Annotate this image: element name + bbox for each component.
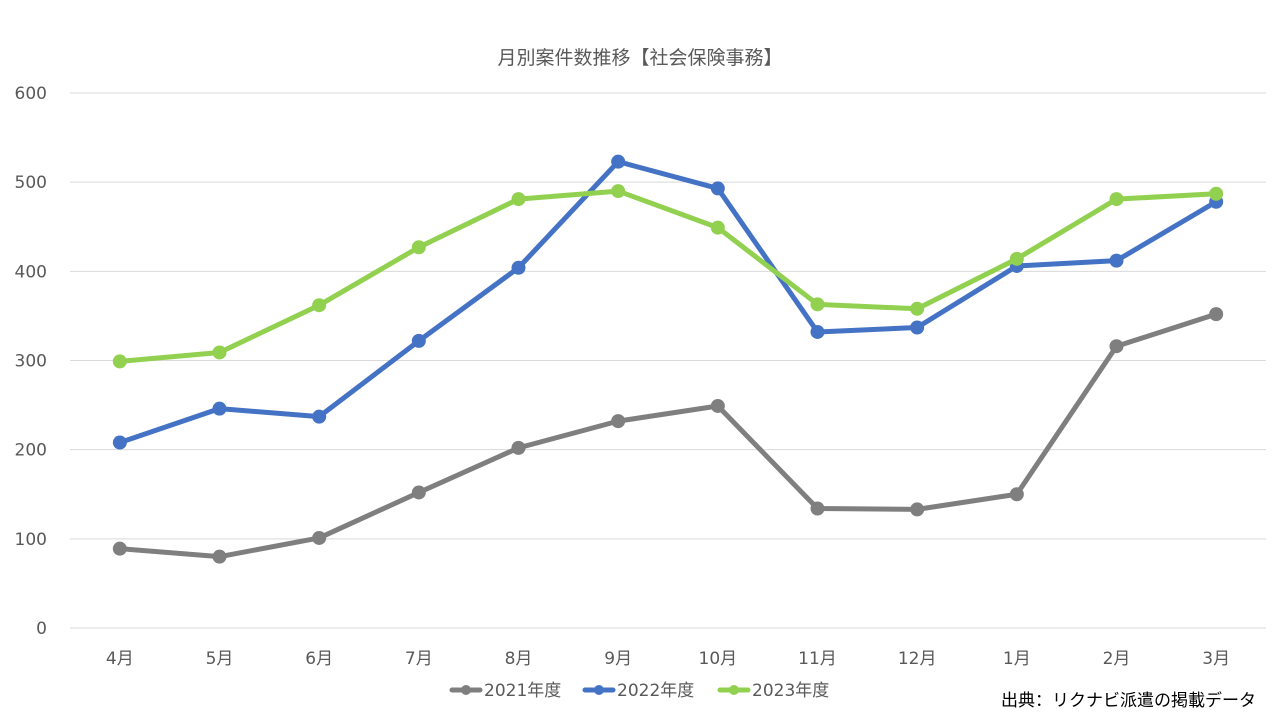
x-tick-label: 3月 (1202, 649, 1230, 669)
series-line (117, 159, 1219, 446)
legend-swatch-marker (461, 685, 471, 695)
series-3 (112, 184, 1224, 369)
data-point (212, 401, 227, 416)
legend-swatch-marker (729, 685, 739, 695)
x-axis-ticks: 4月 5月 6月 7月 8月 9月 10月 11月 12月 1月 2月 3月 (106, 649, 1230, 669)
data-point (910, 320, 925, 335)
source-note: 出典：リクナビ派遣の掲載データ (1001, 690, 1256, 711)
series-2 (112, 154, 1224, 450)
x-tick-label: 4月 (106, 649, 134, 669)
data-point (1209, 186, 1224, 201)
data-point (511, 440, 526, 455)
chart-title: 月別案件数推移【社会保険事務】 (497, 47, 782, 69)
data-point (611, 414, 626, 429)
legend-item: 2021年度 (449, 681, 561, 701)
x-tick-label: 1月 (1003, 649, 1031, 669)
legend-label: 2022年度 (617, 681, 694, 701)
data-point (411, 485, 426, 500)
y-tick-label: 200 (15, 441, 47, 461)
data-point (710, 181, 725, 196)
data-point (1209, 307, 1224, 322)
x-tick-label: 2月 (1103, 649, 1131, 669)
y-tick-label: 300 (15, 352, 47, 372)
data-point (611, 154, 626, 169)
data-point (312, 409, 327, 424)
data-point (312, 530, 327, 545)
data-point (1009, 487, 1024, 502)
y-tick-label: 0 (36, 619, 47, 639)
data-point (411, 240, 426, 255)
data-point (1109, 253, 1124, 268)
x-tick-label: 9月 (604, 649, 632, 669)
gridlines (70, 92, 1266, 629)
y-tick-label: 100 (15, 530, 47, 550)
x-tick-label: 7月 (405, 649, 433, 669)
legend-label: 2021年度 (484, 681, 561, 701)
legend: 2021年度 2022年度 2023年度 (449, 681, 829, 701)
series-1 (112, 307, 1224, 564)
y-tick-label: 500 (15, 173, 47, 193)
data-point (810, 297, 825, 312)
data-point (910, 502, 925, 517)
data-point (910, 301, 925, 316)
data-point (1109, 192, 1124, 207)
data-point (810, 324, 825, 339)
data-point (611, 184, 626, 199)
data-point (710, 398, 725, 413)
legend-item: 2022年度 (582, 681, 694, 701)
x-tick-label: 12月 (898, 649, 937, 669)
x-tick-label: 8月 (505, 649, 533, 669)
data-point (312, 298, 327, 313)
x-tick-label: 5月 (206, 649, 234, 669)
x-tick-label: 6月 (305, 649, 333, 669)
legend-label: 2023年度 (752, 681, 829, 701)
y-axis-ticks: 0 100 200 300 400 500 600 (15, 84, 47, 639)
data-point (112, 541, 127, 556)
x-tick-label: 11月 (798, 649, 837, 669)
series-group (112, 154, 1224, 564)
x-tick-label: 10月 (699, 649, 738, 669)
y-tick-label: 600 (15, 84, 47, 104)
data-point (810, 501, 825, 516)
data-point (212, 549, 227, 564)
series-line (117, 188, 1219, 364)
data-point (411, 333, 426, 348)
data-point (112, 354, 127, 369)
data-point (112, 435, 127, 450)
data-point (1109, 339, 1124, 354)
legend-swatch-marker (594, 685, 604, 695)
legend-item: 2023年度 (717, 681, 829, 701)
data-point (1009, 251, 1024, 266)
series-line (117, 311, 1219, 560)
data-point (511, 260, 526, 275)
data-point (511, 192, 526, 207)
data-point (212, 345, 227, 360)
y-tick-label: 400 (15, 262, 47, 282)
data-point (710, 220, 725, 235)
